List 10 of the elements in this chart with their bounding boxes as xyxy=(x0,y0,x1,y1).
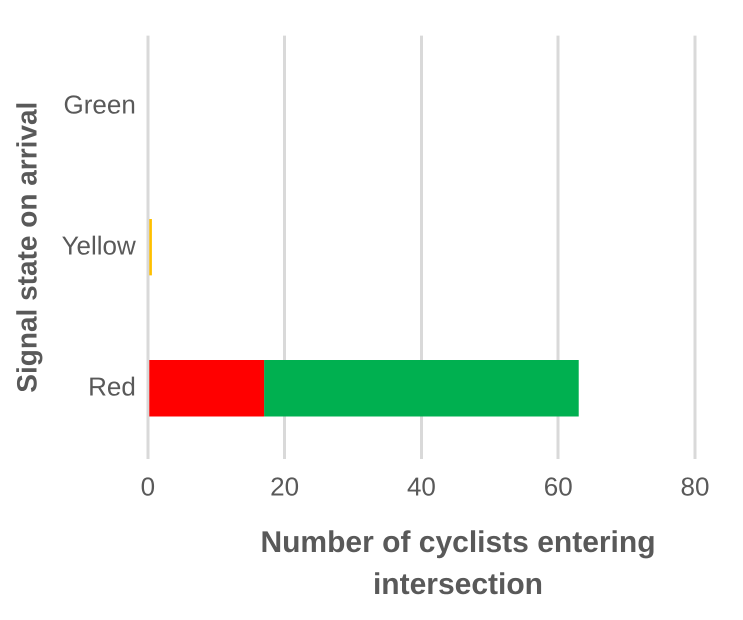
y-tick-label: Yellow xyxy=(62,230,136,260)
y-tick-label: Red xyxy=(88,371,136,402)
x-tick-label: 80 xyxy=(680,472,710,502)
x-tick-label: 0 xyxy=(140,472,156,502)
y-tick-label: Green xyxy=(64,89,136,120)
x-tick-label: 20 xyxy=(270,472,300,502)
y-axis-title: Signal state on arrival xyxy=(12,102,43,393)
x-tick-label: 60 xyxy=(544,472,573,502)
x-tick-label: 40 xyxy=(406,472,436,502)
x-axis-title: Number of cyclists entering intersection xyxy=(259,525,657,603)
